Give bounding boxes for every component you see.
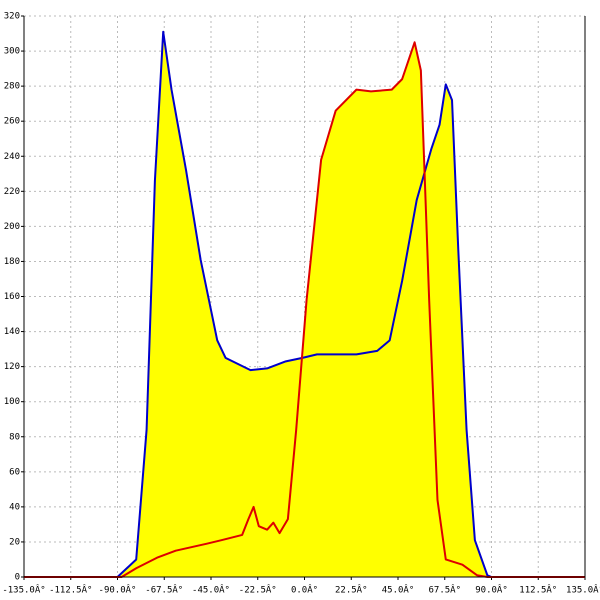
x-tick-label: -112.5Â° xyxy=(49,584,92,596)
y-tick-label: 280 xyxy=(4,82,20,92)
y-tick-label: 20 xyxy=(9,537,20,547)
x-tick-label: 45.0Â° xyxy=(382,584,415,596)
x-tick-label: -135.0Â° xyxy=(2,584,45,596)
y-tick-label: 320 xyxy=(4,12,20,22)
y-tick-label: 40 xyxy=(9,502,20,512)
x-tick-label: -22.5Â° xyxy=(239,584,277,596)
x-tick-label: 135.0Â° xyxy=(566,584,600,596)
x-tick-label: 67.5Â° xyxy=(428,584,461,596)
y-tick-label: 60 xyxy=(9,467,20,477)
x-tick-label: 0.0Â° xyxy=(291,584,318,596)
y-tick-label: 240 xyxy=(4,152,20,162)
y-tick-label: 220 xyxy=(4,187,20,197)
x-tick-label: 112.5Â° xyxy=(519,584,557,596)
y-tick-label: 0 xyxy=(15,573,20,583)
y-tick-label: 100 xyxy=(4,397,20,407)
x-tick-label: 90.0Â° xyxy=(475,584,508,596)
y-tick-label: 80 xyxy=(9,432,20,442)
y-tick-label: 140 xyxy=(4,327,20,337)
line xyxy=(116,30,492,578)
y-tick-label: 260 xyxy=(4,117,20,127)
y-tick-label: 300 xyxy=(4,47,20,57)
x-tick-label: -90.0Â° xyxy=(99,584,137,596)
x-tick-label: -67.5Â° xyxy=(145,584,183,596)
area xyxy=(24,42,585,577)
x-tick-label: -45.0Â° xyxy=(192,584,230,596)
y-tick-label: 180 xyxy=(4,257,20,267)
line xyxy=(24,41,585,578)
y-tick-label: 120 xyxy=(4,362,20,372)
x-tick-label: 22.5Â° xyxy=(335,584,368,596)
y-tick-label: 160 xyxy=(4,292,20,302)
y-tick-label: 200 xyxy=(4,222,20,232)
